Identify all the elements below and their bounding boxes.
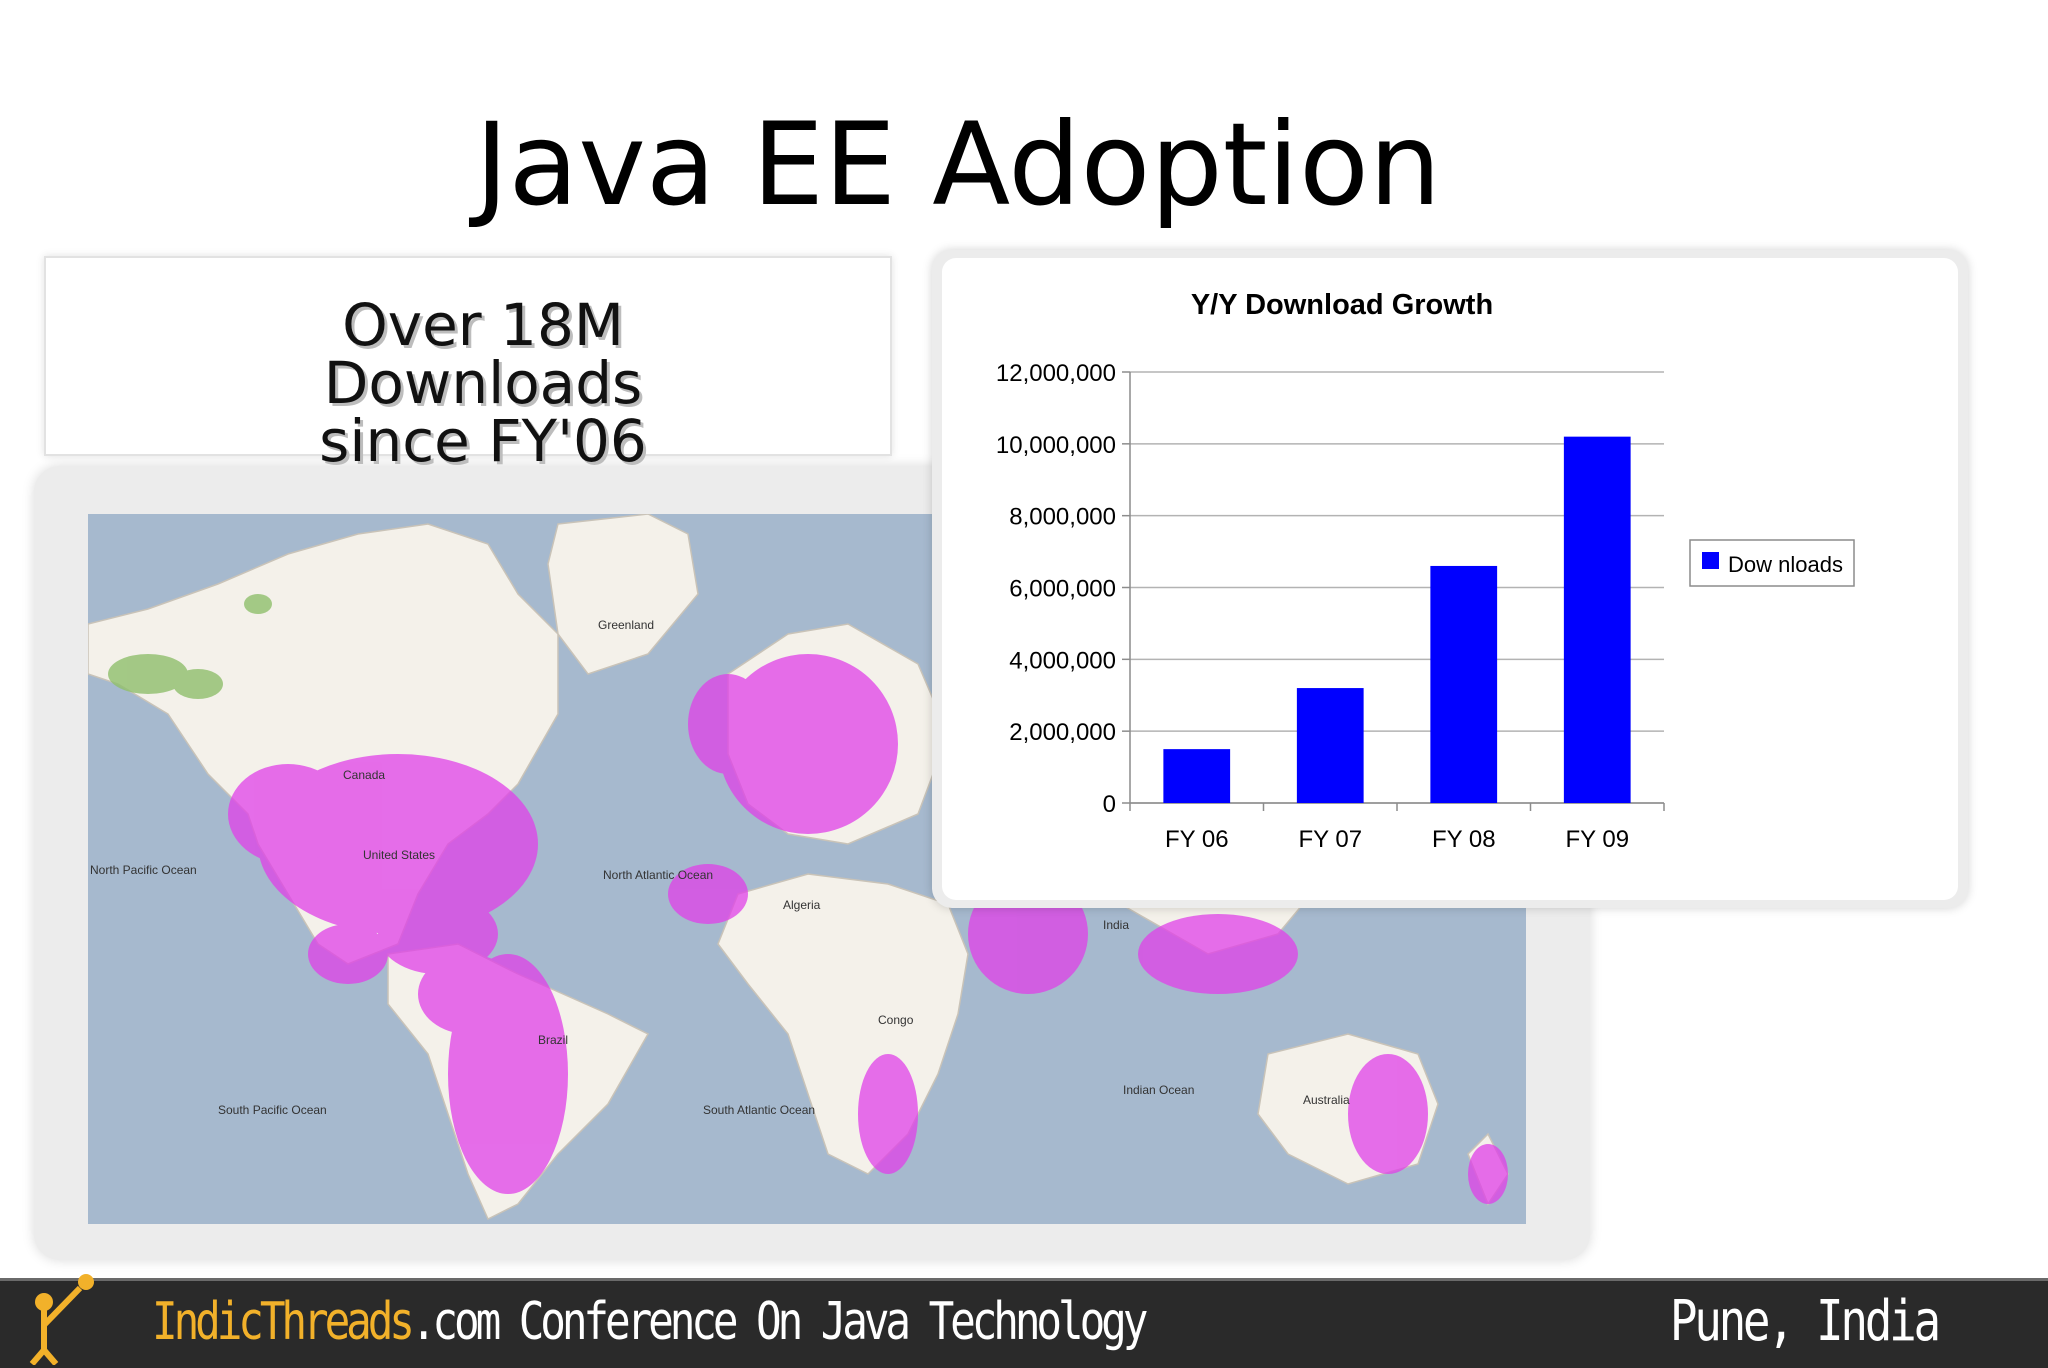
x-tick-label: FY 09 (1565, 826, 1629, 853)
x-tick-label: FY 06 (1165, 826, 1229, 853)
slide-title: Java EE Adoption (474, 98, 1442, 231)
map-label-greenland: Greenland (598, 618, 654, 632)
x-tick-label: FY 08 (1432, 826, 1496, 853)
x-tick-label: FY 07 (1298, 826, 1362, 853)
callout-line-1: Over 18M (342, 291, 624, 359)
map-label-north-pacific: North Pacific Ocean (90, 863, 197, 877)
map-label-algeria: Algeria (783, 898, 821, 912)
callout-line-3: since FY'06 (319, 407, 647, 475)
footer-conference-text: IndicThreads.com Conference On Java Tech… (152, 1292, 1149, 1352)
y-tick-label: 12,000,000 (996, 360, 1116, 387)
map-label-brazil: Brazil (538, 1033, 568, 1047)
footer-tagline: .com Conference On Java Technology (410, 1292, 1149, 1352)
y-tick-label: 4,000,000 (1009, 647, 1116, 674)
bar (1430, 565, 1498, 803)
bar (1296, 688, 1364, 803)
map-labels: Greenland Canada United States North Pac… (90, 618, 1350, 1117)
indicthreads-logo-icon (29, 1274, 94, 1365)
callout-line-2: Downloads (323, 349, 643, 417)
map-label-india: India (1103, 918, 1129, 932)
chart-title: Y/Y Download Growth (1191, 289, 1493, 321)
greenland-landmass (547, 514, 699, 675)
map-label-south-pacific: South Pacific Ocean (218, 1103, 327, 1117)
bar (1163, 749, 1231, 803)
footer-brand: IndicThreads (152, 1292, 415, 1352)
map-label-north-atlantic: North Atlantic Ocean (603, 868, 713, 882)
y-tick-label: 2,000,000 (1009, 719, 1116, 746)
y-tick-label: 6,000,000 (1009, 576, 1116, 603)
map-label-australia: Australia (1303, 1093, 1350, 1107)
map-label-canada: Canada (343, 768, 385, 782)
map-label-indian-ocean: Indian Ocean (1123, 1083, 1194, 1097)
y-tick-label: 0 (1103, 791, 1116, 818)
legend-label: Dow nloads (1728, 552, 1843, 577)
footer-bar (0, 1278, 2048, 1368)
map-label-us: United States (363, 848, 435, 862)
download-growth-chart: Y/Y Download Growth 0 2,000,000 4,000,000 6,… (996, 289, 1855, 853)
map-label-congo: Congo (878, 1013, 914, 1027)
y-tick-label: 10,000,000 (996, 432, 1116, 459)
bar (1563, 436, 1631, 803)
callout-text: Over 18M Downloads since FY'06 (0, 296, 966, 470)
alaska-green-patches (108, 594, 272, 699)
callout-box (44, 256, 892, 456)
map-label-south-atlantic: South Atlantic Ocean (703, 1103, 815, 1117)
y-tick-label: 8,000,000 (1009, 504, 1116, 531)
footer-location: Pune, India (1669, 1289, 1941, 1354)
legend-swatch (1702, 552, 1719, 569)
